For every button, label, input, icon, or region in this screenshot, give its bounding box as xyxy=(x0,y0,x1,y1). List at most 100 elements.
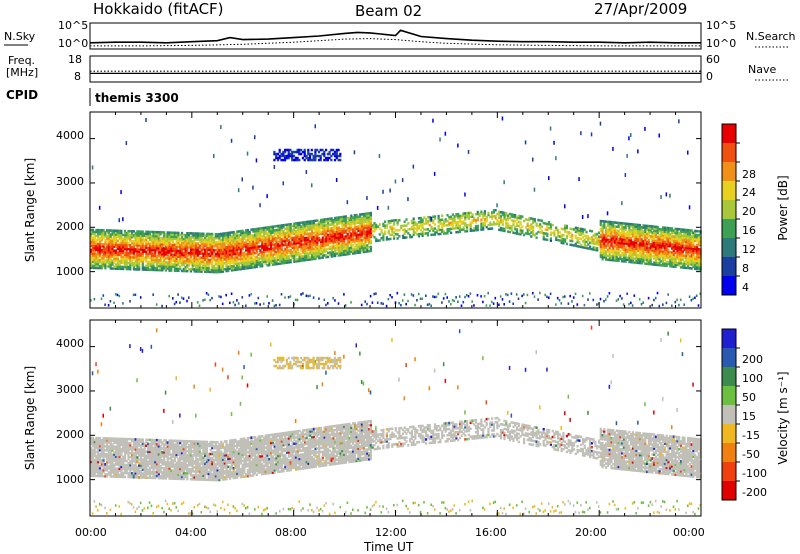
heatmap-cell xyxy=(114,243,118,246)
heatmap-cell xyxy=(205,266,208,270)
heatmap-cell xyxy=(323,250,326,253)
heatmap-cell xyxy=(353,228,356,231)
heatmap-cell xyxy=(605,238,608,241)
xtick-0: 00:00 xyxy=(75,526,107,539)
heatmap-cell xyxy=(189,232,192,235)
heatmap-cell xyxy=(359,247,362,250)
heatmap-cell xyxy=(628,256,631,260)
heatmap-cell xyxy=(626,153,628,158)
heatmap-cell xyxy=(200,250,203,253)
heatmap-cell xyxy=(637,253,640,257)
heatmap-cell xyxy=(143,250,146,253)
heatmap-cell xyxy=(334,234,337,238)
heatmap-cell xyxy=(451,225,454,228)
heatmap-cell xyxy=(109,257,112,260)
heatmap-cell xyxy=(608,248,611,252)
heatmap-cell xyxy=(221,248,225,251)
heatmap-cell xyxy=(638,227,642,231)
heatmap-cell xyxy=(138,240,141,243)
heatmap-cell xyxy=(177,245,180,249)
heatmap-cell xyxy=(312,231,315,235)
heatmap-cell xyxy=(148,238,151,242)
heatmap-cell xyxy=(469,221,472,224)
heatmap-cell xyxy=(259,235,262,238)
heatmap-cell xyxy=(252,240,255,243)
heatmap-cell xyxy=(264,260,267,263)
heatmap-cell xyxy=(695,247,699,251)
heatmap-cell xyxy=(633,231,636,234)
heatmap-cell xyxy=(508,224,511,228)
heatmap-cell xyxy=(665,301,668,305)
heatmap-cell xyxy=(665,192,668,197)
heatmap-cell xyxy=(562,295,564,299)
heatmap-cell xyxy=(257,253,260,256)
heatmap-cell xyxy=(603,254,606,257)
heatmap-cell xyxy=(339,238,342,241)
heatmap-cell xyxy=(362,246,365,250)
heatmap-cell xyxy=(131,248,134,251)
heatmap-cell xyxy=(221,242,225,245)
heatmap-cell xyxy=(432,221,435,224)
heatmap-cell xyxy=(122,257,125,261)
heatmap-cell xyxy=(606,228,609,231)
heatmap-cell xyxy=(104,263,107,266)
heatmap-cell xyxy=(163,247,166,250)
heatmap-cell xyxy=(141,266,144,269)
heatmap-cell xyxy=(457,222,460,226)
heatmap-cell xyxy=(207,234,210,238)
heatmap-cell xyxy=(307,228,310,231)
heatmap-cell xyxy=(685,232,688,236)
heatmap-cell xyxy=(184,269,187,273)
heatmap-cell xyxy=(510,225,513,228)
heatmap-cell xyxy=(303,225,307,228)
heatmap-cell xyxy=(106,247,109,250)
heatmap-cell xyxy=(177,269,180,273)
heatmap-cell xyxy=(685,262,688,266)
heatmap-cell xyxy=(562,234,565,237)
heatmap-cell xyxy=(284,257,287,261)
heatmap-cell xyxy=(145,246,148,249)
heatmap-cell xyxy=(234,260,237,264)
heatmap-cell xyxy=(437,226,440,230)
heatmap-cell xyxy=(676,241,679,245)
heatmap-cell xyxy=(184,245,187,249)
heatmap-cell xyxy=(638,241,642,245)
heatmap-cell xyxy=(104,303,106,306)
heatmap-cell xyxy=(132,240,135,243)
heatmap-cell xyxy=(626,222,629,226)
heatmap-cell xyxy=(291,256,294,260)
heatmap-cell xyxy=(106,249,109,252)
heatmap-cell xyxy=(621,240,624,243)
heatmap-cell xyxy=(118,243,121,247)
heatmap-cell xyxy=(585,230,588,234)
heatmap-cell xyxy=(334,216,337,220)
heatmap-cell xyxy=(236,238,239,241)
heatmap-cell xyxy=(182,243,185,247)
heatmap-cell xyxy=(282,232,285,235)
heatmap-cell xyxy=(683,230,686,234)
heatmap-cell xyxy=(628,254,631,258)
heatmap-cell xyxy=(134,250,137,253)
heatmap-cell xyxy=(327,219,330,223)
heatmap-cell xyxy=(125,239,128,243)
heatmap-cell xyxy=(364,244,367,247)
heatmap-cell xyxy=(173,233,176,236)
heatmap-cell xyxy=(239,267,242,271)
heatmap-cell xyxy=(278,236,282,239)
heatmap-cell xyxy=(106,259,109,262)
heatmap-cell xyxy=(250,258,253,261)
heatmap-cell xyxy=(469,215,472,219)
heatmap-cell xyxy=(104,239,107,242)
heatmap-cell xyxy=(98,264,102,268)
heatmap-cell xyxy=(209,236,212,240)
heatmap-cell xyxy=(175,237,178,241)
heatmap-cell xyxy=(389,219,392,223)
heatmap-cell xyxy=(97,236,100,240)
heatmap-cell xyxy=(608,244,611,248)
heatmap-cell xyxy=(323,232,326,235)
heatmap-cell xyxy=(191,264,194,267)
heatmap-cell xyxy=(225,259,228,263)
heatmap-cell xyxy=(316,251,319,254)
heatmap-cell xyxy=(330,251,333,254)
heatmap-cell xyxy=(278,232,282,235)
